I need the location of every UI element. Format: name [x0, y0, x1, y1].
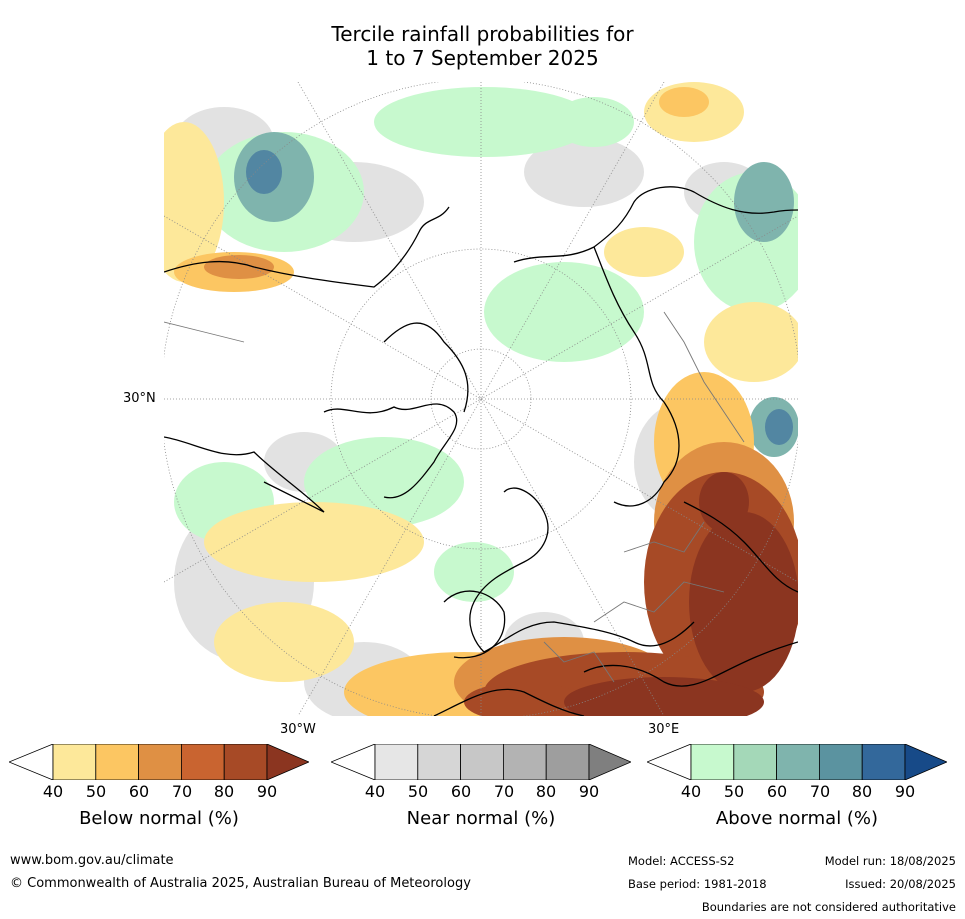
- tick-label: 40: [364, 782, 386, 801]
- graticule: [164, 82, 798, 716]
- tick-label: 80: [535, 782, 557, 801]
- colorbar-extend-min: [9, 744, 54, 780]
- colorbar-bin: [776, 744, 820, 780]
- tick-label: 60: [450, 782, 472, 801]
- colorbar-bin: [223, 744, 268, 780]
- title-line-1: Tercile rainfall probabilities for: [331, 22, 634, 46]
- label-30e: 30°E: [648, 722, 680, 737]
- tick-label: 40: [42, 782, 64, 801]
- model-text: Model: ACCESS-S2: [628, 854, 735, 868]
- colorbar-bin: [417, 744, 462, 780]
- tick-label: 90: [894, 782, 916, 801]
- below-normal-90: [564, 472, 798, 716]
- tick-label: 60: [766, 782, 788, 801]
- label-30w: 30°W: [280, 722, 316, 737]
- colorbar-bin: [861, 744, 906, 780]
- colorbar-title-near: Near normal (%): [406, 808, 556, 829]
- disclaimer-text: Boundaries are not considered authoritat…: [701, 900, 956, 914]
- tick-label: 50: [723, 782, 745, 801]
- country-borders: [164, 311, 745, 683]
- colorbar-bin: [374, 744, 419, 780]
- polar-map: [164, 82, 798, 716]
- colorbar-extend-min: [331, 744, 376, 780]
- website-link[interactable]: www.bom.gov.au/climate: [10, 853, 174, 868]
- colorbar-below-normal: [9, 744, 309, 780]
- colorbar-title-above: Above normal (%): [715, 808, 879, 829]
- tick-label: 80: [213, 782, 235, 801]
- colorbar-bin: [180, 744, 225, 780]
- colorbar-bin: [52, 744, 97, 780]
- tick-label: 80: [851, 782, 873, 801]
- colorbar-extend-max: [266, 744, 309, 780]
- label-30n: 30°N: [123, 391, 156, 406]
- tick-label: 90: [256, 782, 278, 801]
- colorbar-bin: [95, 744, 140, 780]
- tick-label: 70: [493, 782, 515, 801]
- colorbar-bin: [502, 744, 547, 780]
- colorbar-bin: [818, 744, 863, 780]
- colorbar-bin: [733, 744, 778, 780]
- colorbar-bin: [138, 744, 182, 780]
- above-normal-80: [246, 150, 793, 445]
- issued-text: Issued: 20/08/2025: [845, 877, 956, 891]
- tick-label: 50: [407, 782, 429, 801]
- colorbar-title-below: Below normal (%): [79, 808, 239, 829]
- tick-label: 50: [85, 782, 107, 801]
- tick-label: 70: [171, 782, 193, 801]
- tick-label: 90: [578, 782, 600, 801]
- tick-label: 70: [809, 782, 831, 801]
- map-canvas: [164, 82, 798, 716]
- colorbar-bin: [460, 744, 504, 780]
- colorbar-above-normal: [647, 744, 947, 780]
- colorbar-extend-min: [647, 744, 692, 780]
- colorbar-extend-max: [588, 744, 631, 780]
- copyright-text: © Commonwealth of Australia 2025, Austra…: [10, 876, 471, 891]
- colorbar-bin: [545, 744, 590, 780]
- title-line-2: 1 to 7 September 2025: [366, 46, 599, 70]
- tick-label: 40: [680, 782, 702, 801]
- colorbar-extend-max: [904, 744, 947, 780]
- model-run-text: Model run: 18/08/2025: [824, 854, 956, 868]
- chart-title: Tercile rainfall probabilities for 1 to …: [0, 22, 965, 70]
- colorbar-near-normal: [331, 744, 631, 780]
- colorbar-bin: [690, 744, 735, 780]
- tick-label: 60: [128, 782, 150, 801]
- base-period-text: Base period: 1981-2018: [628, 877, 767, 891]
- coastlines: [164, 186, 798, 716]
